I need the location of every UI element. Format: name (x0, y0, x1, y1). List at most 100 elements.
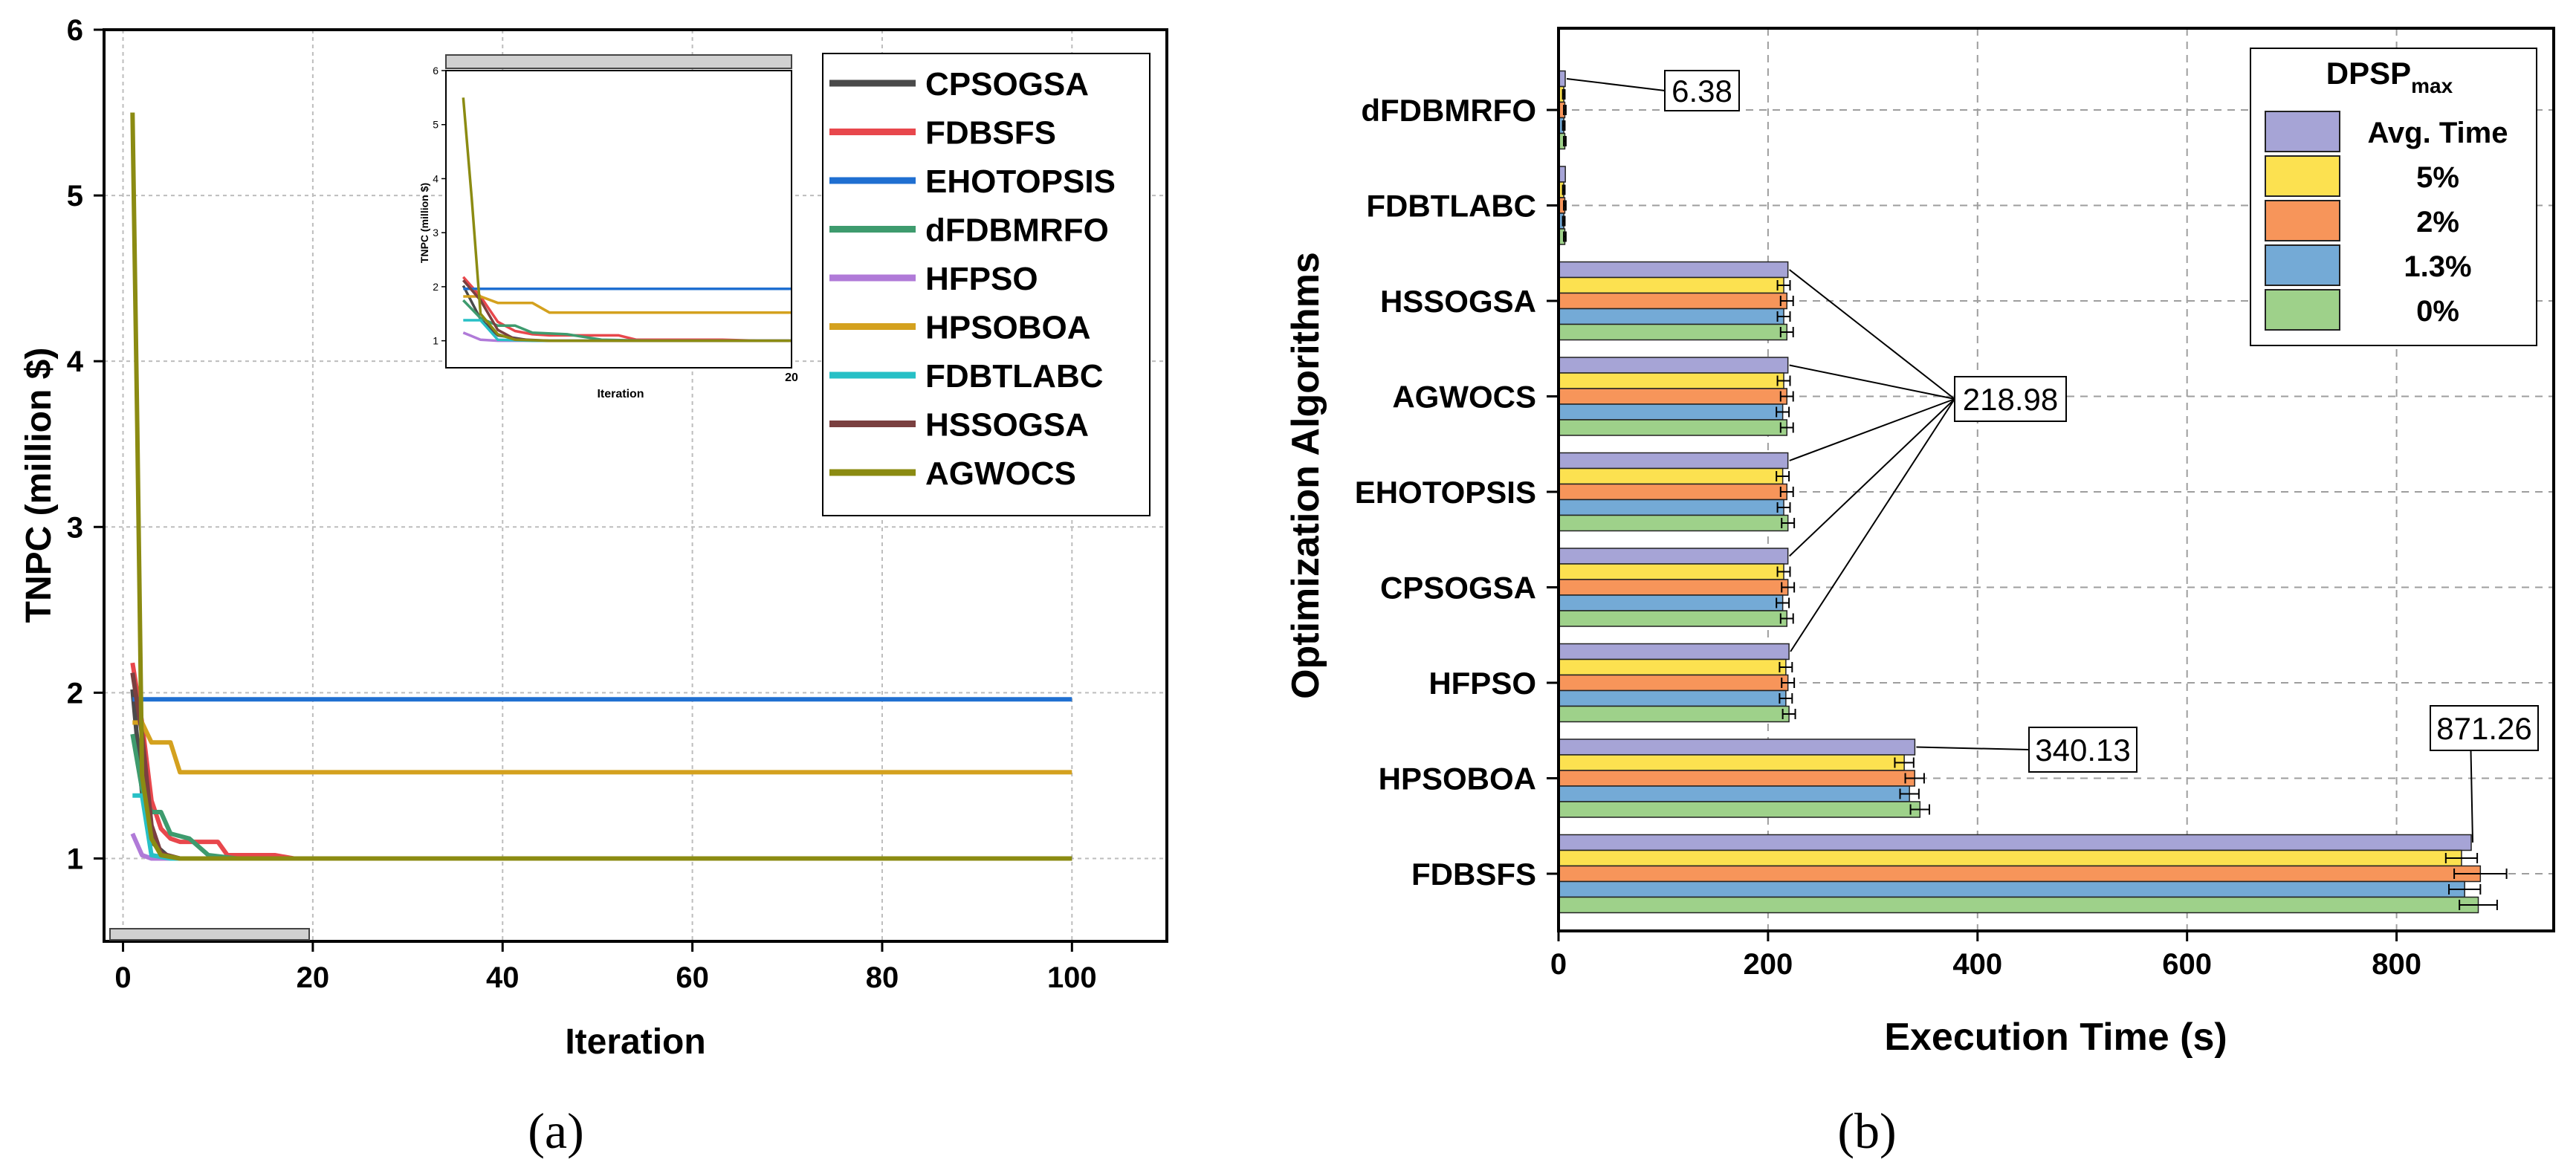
panel-b-plot-frame (1557, 27, 2555, 932)
legend-label-hpsoboa: HPSOBOA (925, 310, 1090, 346)
panel-b-tick-labels: 0 200 400 600 800 dFDBMRFO FDBTLABC HSSOGSA AGWO… (1355, 93, 2421, 981)
category-label-fdbsfs: FDBSFS (1411, 857, 1536, 892)
category-label-fdbtlabc: FDBTLABC (1366, 189, 1536, 224)
bar-agwocs-13 (1558, 403, 1784, 421)
legend-label-fdbtlabc: FDBTLABC (925, 358, 1104, 395)
panel-a-tick-labels: 0 20 40 60 80 100 1 2 3 4 5 6 (67, 14, 1097, 994)
annotation-leader-line (1789, 364, 1955, 400)
inset-y-tick-label: 2 (433, 281, 438, 293)
panel-b-x-tick-label: 800 (2372, 948, 2421, 981)
category-label-hfpso: HFPSO (1428, 666, 1536, 701)
inset-y-tick-label: 3 (433, 227, 438, 238)
panel-b-x-tick-label: 0 (1550, 948, 1567, 981)
inset-line-agwocs (462, 97, 792, 343)
panel-a-y-tick-label: 5 (67, 180, 83, 212)
bar-cpsogsa-0 (1558, 610, 1788, 627)
bar-hfpso-2 (1558, 674, 1789, 692)
legend-label-2: 2% (2416, 206, 2459, 238)
panel-a-y-tick-label: 1 (67, 843, 83, 875)
legend-label-ehotopsis: EHOTOPSIS (925, 163, 1116, 200)
annotation-leader-line (1790, 398, 1955, 652)
annotation-label: 6.38 (1672, 74, 1732, 108)
legend-swatch-2 (2265, 200, 2340, 241)
legend-label-5: 5% (2416, 161, 2459, 194)
annotation-box (2028, 727, 2138, 773)
panel-a-caption: (a) (528, 1103, 583, 1159)
bar-hpsoboa-avgtime (1558, 739, 1916, 756)
legend-label-agwocs: AGWOCS (925, 455, 1076, 492)
inset-y-tick-label: 1 (433, 335, 438, 347)
panel-a-inset: 1 2 3 4 5 6 20 Iteration TNPC (million $) (418, 54, 798, 400)
panel-b-x-axis-label: Execution Time (s) (1884, 1016, 2227, 1059)
inset-background (446, 71, 792, 368)
category-label-hpsoboa: HPSOBOA (1379, 762, 1536, 796)
bar-hpsoboa-0 (1558, 801, 1921, 818)
inset-tick-labels: 1 2 3 4 5 6 20 (433, 65, 798, 384)
panel-b-bar-chart: 6.38 218.98 340.13 871.26 0 200 400 600 800 dFDB… (1284, 27, 2555, 1159)
bar-hfpso-0 (1558, 705, 1790, 723)
panel-a-x-axis-label: Iteration (565, 1022, 705, 1062)
bar-agwocs-0 (1558, 419, 1788, 436)
panel-a-zoom-region-marker (109, 928, 310, 941)
inset-y-tick-label: 4 (433, 172, 438, 184)
bar-fdbsfs-0 (1558, 896, 2479, 914)
bar-agwocs-2 (1558, 388, 1788, 405)
legend-label-13: 1.3% (2404, 250, 2471, 283)
annotation-box (2430, 705, 2539, 751)
annotation-leader-line (1789, 269, 1955, 400)
panel-a-x-tick-label: 0 (114, 961, 131, 994)
bar-fdbsfs-avgtime (1558, 834, 2472, 851)
legend-label-0: 0% (2416, 295, 2459, 328)
panel-a-legend: CPSOGSA FDBSFS EHOTOPSIS dFDBMRFO HFPSO HPSOB… (822, 53, 1151, 516)
bar-cpsogsa-avgtime (1558, 548, 1789, 565)
panel-b-legend: DPSPmax Avg. Time 5% 2% 1.3% 0% (2250, 48, 2537, 346)
category-label-ehotopsis: EHOTOPSIS (1355, 475, 1536, 510)
bar-fdbsfs-2 (1558, 865, 2482, 883)
inset-y-axis-label: TNPC (million $) (418, 183, 430, 263)
inset-series-lines (462, 97, 792, 343)
bar-ehotopsis-13 (1558, 499, 1784, 516)
bar-hpsoboa-5 (1558, 754, 1905, 771)
bar-hfpso-5 (1558, 658, 1787, 676)
bar-hssogsa-13 (1558, 308, 1784, 325)
bar-ehotopsis-5 (1558, 467, 1784, 485)
panel-a-y-axis-label: TNPC (million $) (19, 348, 59, 623)
bar-ehotopsis-2 (1558, 483, 1788, 501)
bar-hpsoboa-13 (1558, 785, 1910, 802)
legend-title-main: DPSP (2326, 56, 2411, 91)
inset-x-tick-label: 20 (785, 371, 798, 384)
legend-swatch-13 (2265, 244, 2340, 286)
category-label-hssogsa: HSSOGSA (1380, 284, 1536, 319)
annotation-label: 340.13 (2035, 733, 2130, 767)
legend-swatch-0 (2265, 289, 2340, 331)
panel-a-line-chart: 0 20 40 60 80 100 1 2 3 4 5 6 Iteration TNPC (milli… (19, 14, 1168, 1159)
panel-a-y-tick-label: 6 (67, 14, 83, 47)
panel-a-x-tick-label: 100 (1047, 961, 1097, 994)
panel-a-x-tick-label: 40 (486, 961, 520, 994)
bar-fdbsfs-5 (1558, 849, 2462, 867)
annotation-leader-line (2470, 750, 2474, 843)
bar-hssogsa-0 (1558, 323, 1788, 341)
annotation-label: 871.26 (2436, 711, 2531, 746)
bar-hfpso-avgtime (1558, 643, 1790, 660)
panel-b-x-tick-label: 200 (1744, 948, 1793, 981)
bar-hpsoboa-2 (1558, 770, 1915, 787)
annotation-leader-line (1566, 78, 1666, 91)
annotation-leader-line (1788, 398, 1955, 557)
panel-b-error-bars (1562, 89, 2508, 910)
panel-b-caption: (b) (1837, 1103, 1896, 1159)
bar-ehotopsis-0 (1558, 514, 1789, 532)
panel-a-plot-frame (103, 28, 1168, 943)
bar-fdbsfs-13 (1558, 880, 2465, 898)
panel-b-bars (1558, 70, 2482, 914)
category-label-dfdbmrfo: dFDBMRFO (1361, 93, 1536, 128)
legend-label-hssogsa: HSSOGSA (925, 407, 1089, 444)
bar-cpsogsa-5 (1558, 563, 1784, 580)
inset-y-tick-label: 6 (433, 65, 438, 77)
bar-hssogsa-avgtime (1558, 261, 1789, 279)
legend-label-cpsogsa: CPSOGSA (925, 66, 1089, 103)
legend-label-avgtime: Avg. Time (2368, 117, 2508, 149)
panel-a-y-tick-label: 2 (67, 677, 83, 710)
